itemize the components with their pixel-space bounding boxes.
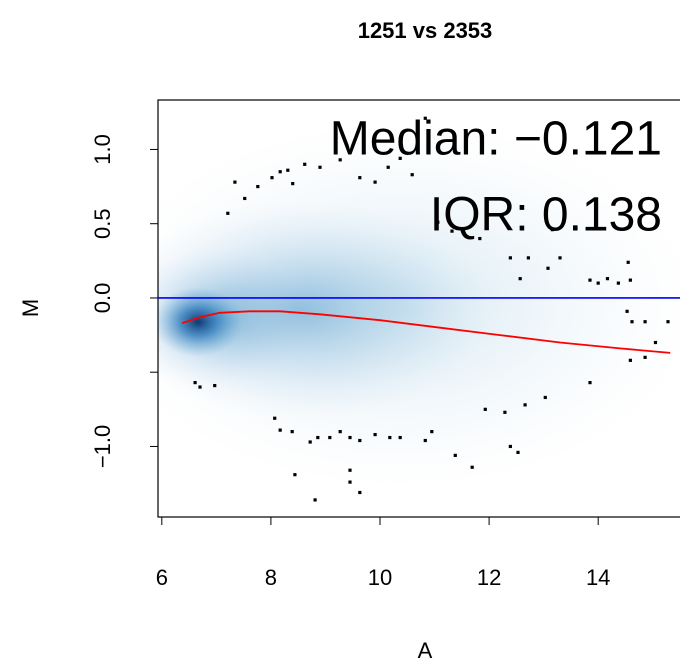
plot-box	[157, 99, 680, 518]
point	[518, 277, 522, 281]
point	[316, 435, 320, 440]
point	[198, 385, 202, 389]
point	[358, 490, 362, 495]
point	[193, 381, 197, 385]
point	[233, 180, 237, 184]
x-tick-label: 8	[265, 565, 277, 590]
point	[596, 281, 600, 285]
point	[628, 358, 632, 362]
y-tick-label: 1.0	[90, 134, 115, 165]
point	[286, 168, 290, 172]
point	[630, 320, 634, 324]
point	[303, 162, 307, 166]
annotation: IQR: 0.138	[430, 189, 662, 242]
point	[290, 430, 294, 434]
point	[328, 435, 332, 440]
point	[508, 256, 512, 260]
plot-area	[158, 116, 680, 502]
point	[523, 403, 527, 407]
point	[318, 165, 322, 169]
point	[550, 228, 554, 232]
point	[308, 440, 312, 444]
point	[388, 435, 392, 440]
point	[558, 256, 562, 260]
x-tick-label: 6	[156, 565, 168, 590]
point	[273, 416, 277, 420]
point	[338, 158, 342, 162]
x-tick-label: 14	[586, 565, 610, 590]
point	[478, 236, 482, 241]
y-axis-label: M	[18, 299, 43, 317]
point	[436, 220, 440, 224]
point	[358, 438, 362, 443]
point	[423, 116, 427, 120]
point	[338, 430, 342, 434]
point	[226, 211, 230, 215]
point	[398, 156, 402, 160]
point	[373, 432, 377, 437]
point	[643, 320, 647, 324]
point	[256, 184, 260, 189]
point	[291, 182, 295, 186]
point	[243, 196, 247, 201]
point	[628, 278, 632, 282]
y-tick-label: 0.5	[90, 208, 115, 239]
point	[516, 450, 520, 455]
point	[626, 260, 630, 264]
point	[398, 435, 402, 440]
point	[410, 173, 414, 177]
point	[293, 473, 297, 477]
x-tick-label: 12	[477, 565, 501, 590]
point	[543, 395, 547, 400]
point	[470, 465, 474, 469]
point	[348, 435, 352, 440]
chart-title: 1251 vs 2353	[358, 18, 493, 43]
point	[423, 438, 427, 443]
x-axis-label: A	[418, 638, 433, 663]
x-tick-label: 10	[368, 565, 392, 590]
point	[430, 430, 434, 434]
point	[373, 180, 377, 184]
point	[278, 428, 282, 432]
point	[348, 468, 352, 472]
point	[643, 355, 647, 359]
loess-curve	[181, 310, 671, 354]
density-cloud	[158, 120, 680, 490]
point	[625, 309, 629, 313]
y-tick-label: −1.0	[90, 425, 115, 468]
point	[605, 277, 610, 281]
point	[503, 410, 507, 414]
point	[588, 381, 592, 385]
point	[270, 176, 274, 180]
point	[483, 407, 487, 411]
point	[653, 340, 658, 345]
point	[450, 229, 454, 233]
point	[348, 480, 352, 484]
point	[213, 383, 217, 388]
point	[313, 498, 317, 502]
point	[546, 266, 550, 270]
point	[278, 170, 282, 174]
point	[588, 278, 592, 282]
point	[358, 176, 362, 180]
annotation: Median: −0.121	[330, 113, 662, 166]
point	[526, 256, 530, 260]
point	[616, 281, 620, 285]
point	[453, 453, 457, 457]
y-tick-label: 0.0	[90, 283, 115, 314]
point	[508, 444, 512, 449]
point	[666, 320, 670, 324]
point	[386, 165, 390, 169]
